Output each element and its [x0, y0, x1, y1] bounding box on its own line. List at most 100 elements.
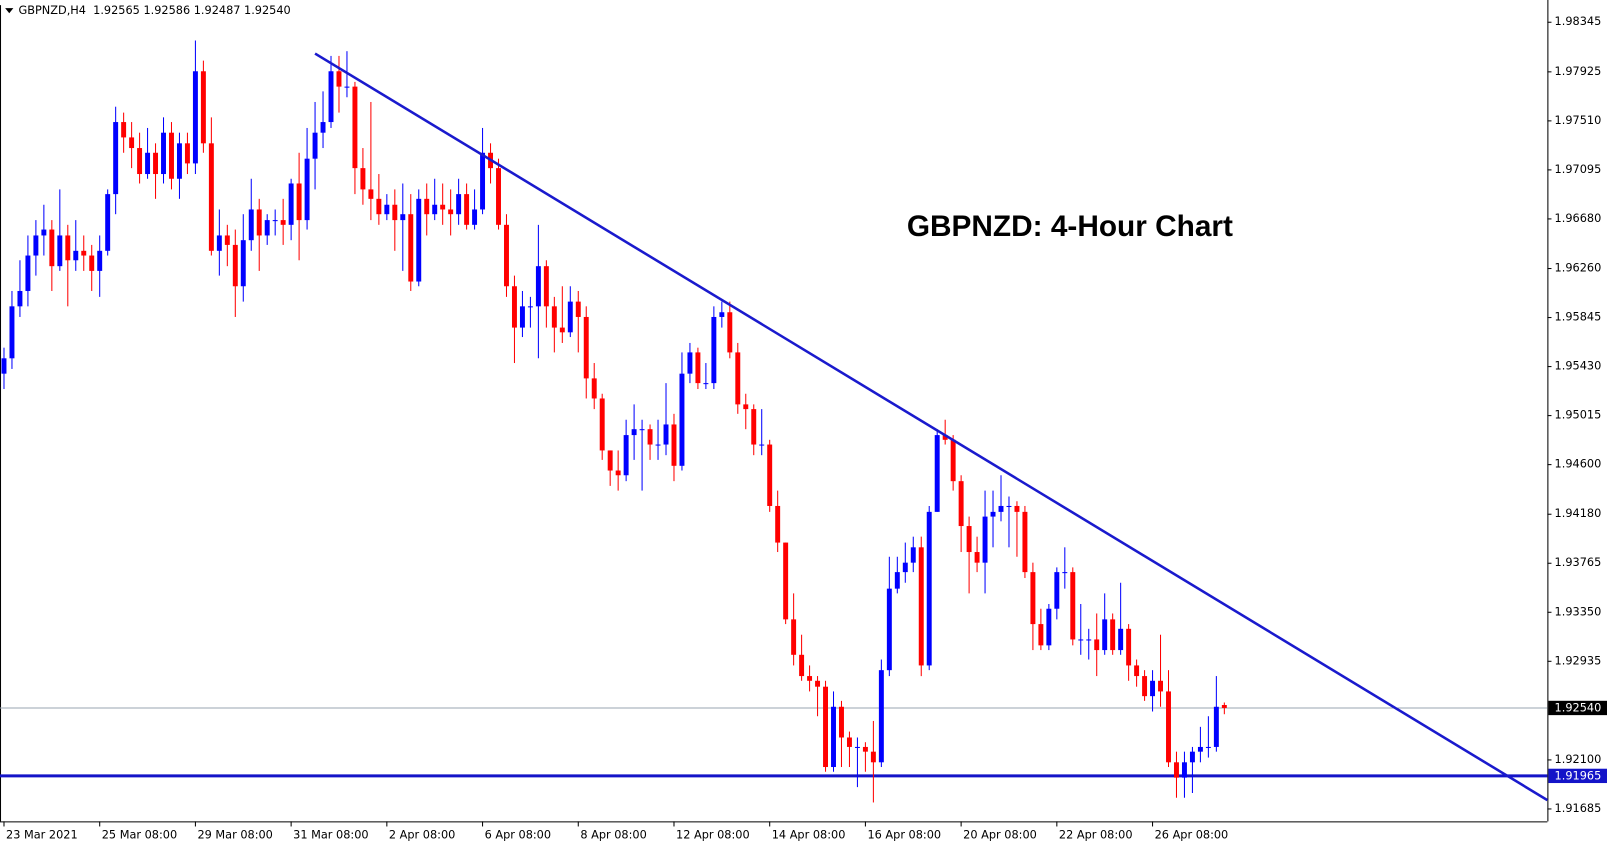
y-tick-label: 1.94600 — [1555, 458, 1602, 471]
price-label-box — [1548, 768, 1607, 784]
candle-body — [256, 209, 262, 236]
candle-body — [456, 194, 462, 215]
candle-body — [607, 450, 613, 471]
y-tick-label: 1.95015 — [1555, 409, 1602, 422]
y-tick-label: 1.97925 — [1555, 65, 1602, 78]
candle-body — [17, 290, 23, 307]
candle-body — [918, 547, 924, 666]
candle-body — [1205, 746, 1211, 748]
candle-body — [663, 424, 669, 445]
candle-body — [360, 168, 366, 190]
candle-body — [121, 122, 127, 138]
candle-body — [480, 152, 486, 210]
candle-body — [1070, 572, 1076, 640]
candle-body — [831, 706, 836, 768]
candle-body — [1062, 572, 1068, 574]
candle-body — [926, 511, 932, 666]
candle-body — [998, 505, 1004, 512]
candle-body — [839, 706, 844, 738]
candle-body — [184, 143, 190, 164]
candle-body — [1030, 572, 1036, 625]
candle-body — [57, 235, 63, 267]
y-tick-label: 1.96260 — [1555, 262, 1602, 275]
candle-body — [145, 152, 151, 175]
candle-body — [990, 511, 996, 517]
candle-body — [591, 378, 597, 399]
price-label: 1.91965 — [1555, 769, 1602, 782]
candle-body — [248, 209, 254, 241]
y-tick-label: 1.95845 — [1555, 311, 1602, 324]
plot-area — [0, 40, 1549, 803]
candle-body — [296, 183, 302, 221]
y-tick-label: 1.97510 — [1555, 114, 1602, 127]
candle-body — [1221, 705, 1227, 708]
x-tick-label: 25 Mar 08:00 — [102, 829, 177, 842]
candle-body — [599, 398, 605, 451]
candle-body — [368, 189, 374, 199]
candle-body — [1126, 628, 1132, 666]
candle-body — [878, 670, 884, 763]
candle-body — [192, 71, 198, 164]
candle-body — [200, 71, 206, 144]
x-tick-label: 6 Apr 08:00 — [485, 829, 551, 842]
candle-body — [1086, 639, 1092, 641]
candle-body — [894, 572, 900, 589]
candle-body — [815, 680, 821, 687]
candle-body — [1014, 505, 1020, 512]
candle-body — [264, 220, 270, 236]
candle-body — [89, 255, 95, 271]
candle-body — [1134, 665, 1140, 677]
candle-body — [551, 306, 557, 328]
candle-body — [49, 229, 55, 267]
candle-body — [655, 444, 661, 446]
candle-body — [966, 526, 972, 553]
candle-body — [504, 224, 509, 287]
candle-body — [783, 542, 789, 620]
candle-body — [1102, 619, 1108, 651]
y-tick-label: 1.92100 — [1555, 753, 1602, 766]
price-label: 1.92540 — [1555, 701, 1602, 714]
candle-body — [974, 552, 980, 563]
y-tick-label: 1.96680 — [1555, 212, 1602, 225]
candle-body — [559, 327, 565, 333]
candle-body — [862, 746, 868, 752]
x-tick-label: 12 Apr 08:00 — [676, 829, 750, 842]
header-arrow — [5, 8, 14, 14]
candle-body — [1094, 639, 1100, 651]
chart-title: GBPNZD: 4-Hour Chart — [907, 210, 1233, 243]
candle-body — [647, 429, 653, 445]
candle-body — [910, 547, 916, 563]
candle-body — [687, 352, 693, 374]
candle-body — [767, 444, 773, 506]
candle-body — [392, 204, 398, 221]
candle-body — [448, 209, 454, 215]
candle-body — [105, 194, 111, 251]
candle-body — [320, 122, 326, 133]
candle-body — [719, 312, 725, 317]
candle-body — [9, 306, 15, 359]
candle-body — [1158, 680, 1163, 692]
candle-body — [791, 619, 797, 655]
x-tick-label: 29 Mar 08:00 — [197, 829, 272, 842]
candle-body — [352, 86, 358, 169]
candle-body — [623, 435, 629, 476]
candle-body — [870, 751, 876, 763]
candle-body — [671, 424, 677, 466]
candle-body — [942, 435, 948, 440]
candle-body — [232, 244, 238, 287]
candle-body — [33, 235, 39, 256]
candle-body — [328, 71, 334, 123]
candle-body — [695, 352, 701, 384]
candle-body — [950, 439, 956, 482]
candle-body — [1, 358, 7, 374]
x-tick-label: 8 Apr 08:00 — [580, 829, 646, 842]
candle-body — [1197, 746, 1203, 752]
x-tick-label: 22 Apr 08:00 — [1059, 829, 1133, 842]
x-tick-label: 16 Apr 08:00 — [867, 829, 941, 842]
candle-body — [759, 444, 765, 446]
candle-body — [312, 132, 318, 159]
x-tick-label: 20 Apr 08:00 — [963, 829, 1037, 842]
candle-body — [1174, 762, 1179, 778]
candle-body — [169, 132, 174, 179]
